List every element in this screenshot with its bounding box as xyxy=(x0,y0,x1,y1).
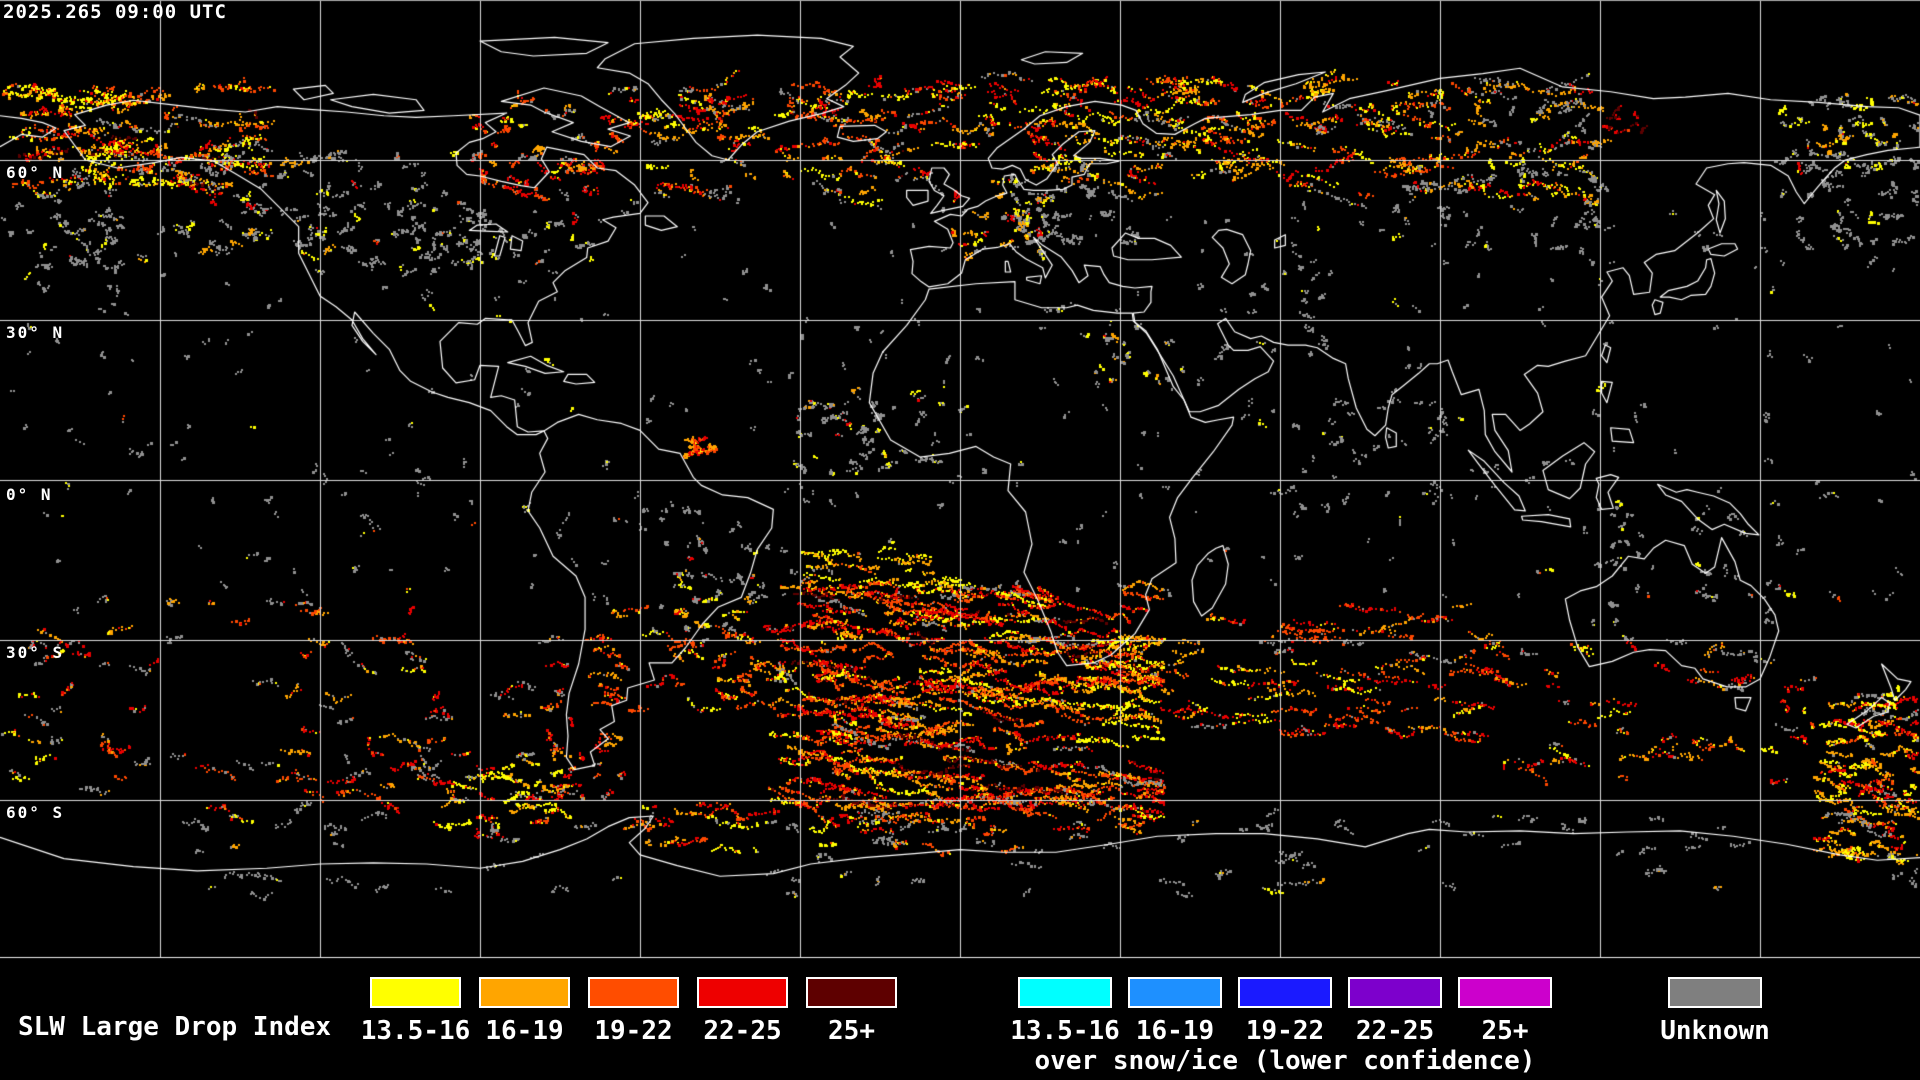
legend-swatch-label: 19-22 xyxy=(1245,1016,1325,1046)
legend-item: 25+ xyxy=(1458,977,1552,1046)
legend-item: 22-25 xyxy=(697,977,788,1046)
legend-swatch-label: 22-25 xyxy=(1355,1016,1435,1046)
legend-swatch-snow-13.5-16 xyxy=(1018,977,1112,1008)
world-map-canvas xyxy=(0,0,1920,960)
legend-swatch-label: 16-19 xyxy=(485,1016,564,1046)
legend-swatch-label: 25+ xyxy=(828,1016,875,1046)
legend-item: 13.5-16 xyxy=(361,977,470,1046)
legend-swatch-label: Unknown xyxy=(1660,1016,1770,1046)
legend-item: 13.5-16 xyxy=(1010,977,1120,1046)
legend-item: 16-19 xyxy=(479,977,570,1046)
lat-label-0n: 0° N xyxy=(6,485,53,504)
legend-swatch-snow-19-22 xyxy=(1238,977,1332,1008)
legend-group-snow-ice: 13.5-16 16-19 19-22 22-25 25+ xyxy=(1010,977,1552,1046)
legend-swatch-snow-25plus xyxy=(1458,977,1552,1008)
legend-swatch-label: 25+ xyxy=(1481,1016,1529,1046)
legend-swatch-25plus xyxy=(806,977,897,1008)
legend-swatch-label: 22-25 xyxy=(703,1016,782,1046)
lat-label-30s: 30° S xyxy=(6,643,65,662)
legend-swatch-label: 13.5-16 xyxy=(360,1016,471,1046)
lat-label-60s: 60° S xyxy=(6,803,65,822)
legend-item: 22-25 xyxy=(1348,977,1442,1046)
legend-swatch-snow-22-25 xyxy=(1348,977,1442,1008)
legend-swatch-label: 13.5-16 xyxy=(1010,1016,1120,1046)
legend-swatch-snow-16-19 xyxy=(1128,977,1222,1008)
legend-group-standard: 13.5-16 16-19 19-22 22-25 25+ xyxy=(361,977,897,1046)
timestamp: 2025.265 09:00 UTC xyxy=(3,1,227,23)
legend-swatch-label: 16-19 xyxy=(1135,1016,1215,1046)
legend-item: 19-22 xyxy=(1238,977,1332,1046)
lat-label-60n: 60° N xyxy=(6,163,65,182)
legend-swatch-13.5-16 xyxy=(370,977,461,1008)
legend-item-unknown: Unknown xyxy=(1660,977,1770,1046)
legend-item: 19-22 xyxy=(588,977,679,1046)
legend-item: 16-19 xyxy=(1128,977,1222,1046)
legend-swatch-unknown xyxy=(1668,977,1762,1008)
legend-caption-snow-ice: over snow/ice (lower confidence) xyxy=(1034,1046,1536,1076)
legend-swatch-label: 19-22 xyxy=(594,1016,673,1046)
legend-item: 25+ xyxy=(806,977,897,1046)
legend-swatch-16-19 xyxy=(479,977,570,1008)
legend-swatch-22-25 xyxy=(697,977,788,1008)
lat-label-30n: 30° N xyxy=(6,323,65,342)
legend-swatch-19-22 xyxy=(588,977,679,1008)
legend-title: SLW Large Drop Index xyxy=(18,1012,332,1042)
